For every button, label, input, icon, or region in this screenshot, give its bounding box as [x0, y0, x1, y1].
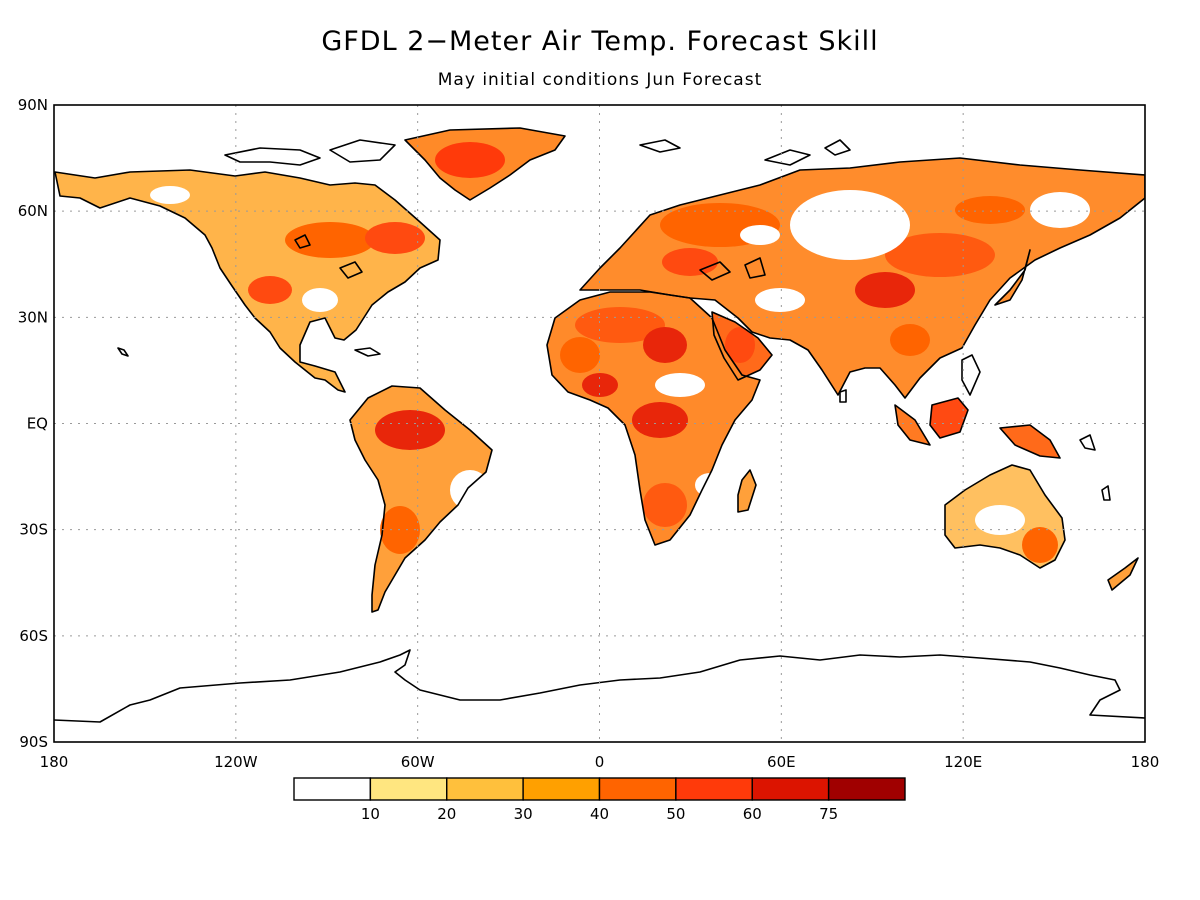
- colorbar-swatch: [522, 777, 601, 801]
- colorbar-swatch: [598, 777, 677, 801]
- colorbar-swatch: [446, 777, 524, 801]
- colorbar-swatch: [751, 777, 830, 801]
- latitude-tick-labels: 90N 60N 30N EQ 30S 60S 90S: [18, 96, 48, 751]
- longitude-tick-labels: 180 120W 60W 0 60E 120E 180: [40, 753, 1160, 771]
- lon-tick-label: 0: [595, 753, 605, 771]
- lon-tick-label: 120E: [944, 753, 982, 771]
- lon-tick-label: 180: [1131, 753, 1160, 771]
- colorbar-swatch: [675, 777, 753, 801]
- land-indonesia: [895, 405, 930, 445]
- map-subtitle: May initial conditions Jun Forecast: [437, 70, 763, 90]
- colorbar-label: 60: [743, 805, 762, 823]
- lat-tick-label: 60N: [18, 202, 48, 220]
- high-skill-patches: [248, 142, 1058, 563]
- colorbar-label: 40: [590, 805, 609, 823]
- low-skill-patches: [150, 186, 1090, 535]
- colorbar-swatch: [293, 777, 372, 801]
- skill-colorbar: 10 20 30 40 50 60 75: [293, 777, 906, 823]
- colorbar-label: 10: [361, 805, 380, 823]
- map-frame: [53, 104, 1146, 743]
- colorbar-label: 50: [666, 805, 685, 823]
- map-title: GFDL 2−Meter Air Temp. Forecast Skill: [321, 26, 879, 57]
- lon-tick-label: 180: [40, 753, 69, 771]
- land-borneo: [930, 398, 968, 438]
- land-japan: [995, 250, 1030, 305]
- colorbar-label: 20: [437, 805, 456, 823]
- land-new-zealand: [1108, 558, 1138, 590]
- colorbar-label: 30: [514, 805, 533, 823]
- gridlines: [54, 105, 1145, 742]
- lat-tick-label: 60S: [19, 627, 48, 645]
- lat-tick-label: 30N: [18, 308, 48, 326]
- lat-tick-label: EQ: [27, 415, 48, 433]
- lat-tick-label: 90S: [19, 733, 48, 751]
- lon-tick-label: 120W: [214, 753, 258, 771]
- lat-tick-label: 90N: [18, 96, 48, 114]
- lon-tick-label: 60W: [401, 753, 435, 771]
- lon-tick-label: 60E: [767, 753, 796, 771]
- lat-tick-label: 30S: [19, 521, 48, 539]
- colorbar-swatch: [827, 777, 906, 801]
- colorbar-swatch: [369, 777, 448, 801]
- land-new-guinea: [1000, 425, 1060, 458]
- coastlines: [54, 127, 1145, 723]
- colorbar-label: 75: [819, 805, 838, 823]
